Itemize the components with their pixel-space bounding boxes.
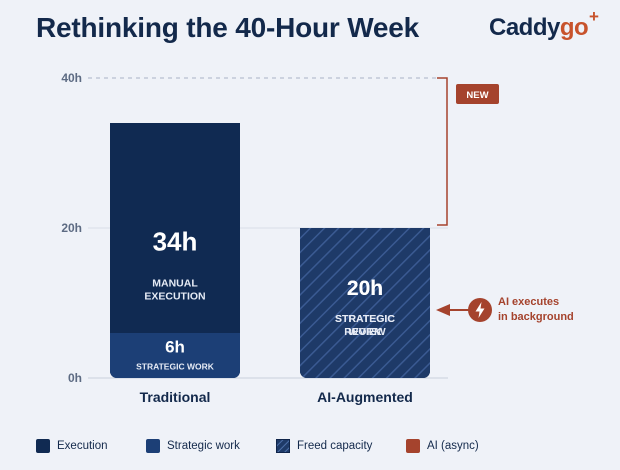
bar-ai-augmented (300, 228, 430, 378)
legend-item-ai: AI (async) (406, 439, 479, 453)
segment-desc-label: STRATEGIC (335, 313, 395, 325)
brand-text-main: Caddy (489, 14, 560, 41)
freed-capacity-bracket (437, 77, 448, 226)
ai-note-line2: in background (498, 311, 574, 323)
legend-swatch-freed (276, 439, 290, 453)
y-tick-label: 20h (61, 221, 82, 235)
bar-traditional (110, 123, 240, 378)
brand-plus-icon: + (589, 7, 599, 26)
legend-label: Strategic work (167, 440, 240, 452)
page-title: Rethinking the 40-Hour Week (36, 12, 420, 43)
legend-swatch-strategic (146, 439, 160, 453)
brand-logo: Caddygo + (489, 7, 599, 42)
new-badge (456, 84, 499, 104)
chart-legend: Execution Strategic work Freed capacity AI … (36, 437, 479, 455)
segment-desc-label: EXECUTION (144, 291, 205, 303)
legend-swatch-ai (406, 439, 420, 453)
legend-item-strategic: Strategic work (146, 439, 276, 453)
legend-item-freed: Freed capacity (276, 439, 406, 453)
lightning-bolt-icon (475, 302, 485, 318)
segment-desc-label: WORK (348, 326, 382, 338)
segment-desc-label: REVIEW (344, 326, 386, 338)
legend-swatch-execution (36, 439, 50, 453)
legend-label: Execution (57, 440, 108, 452)
segment-desc-label: STRATEGIC (335, 313, 395, 325)
segment-value-label: 20h (347, 277, 383, 300)
arrow-left-icon (436, 304, 450, 316)
legend-label: AI (async) (427, 440, 479, 452)
y-tick-label: 40h (61, 71, 82, 85)
segment-value-label: 34h (153, 227, 198, 257)
ai-note-line1: AI executes (498, 296, 559, 308)
segment-desc-label: STRATEGIC WORK (136, 362, 215, 372)
legend-label: Freed capacity (297, 440, 373, 452)
segment-desc-label: MANUAL (152, 278, 198, 290)
x-category-label: AI-Augmented (317, 389, 413, 405)
segment-value-label: 20h (347, 277, 383, 300)
x-category-label: Traditional (140, 389, 211, 405)
brand-text-accent: go (559, 14, 589, 41)
annotations-layer: NEW AI executes in background (436, 77, 574, 323)
segment-value-label: 6h (165, 338, 185, 357)
y-tick-label: 0h (68, 371, 82, 385)
bar-segment-freed (300, 228, 430, 378)
bar-segment-strategic (110, 333, 240, 378)
bars-layer (110, 123, 430, 378)
legend-item-execution: Execution (36, 439, 146, 453)
new-badge-label: NEW (466, 90, 488, 101)
